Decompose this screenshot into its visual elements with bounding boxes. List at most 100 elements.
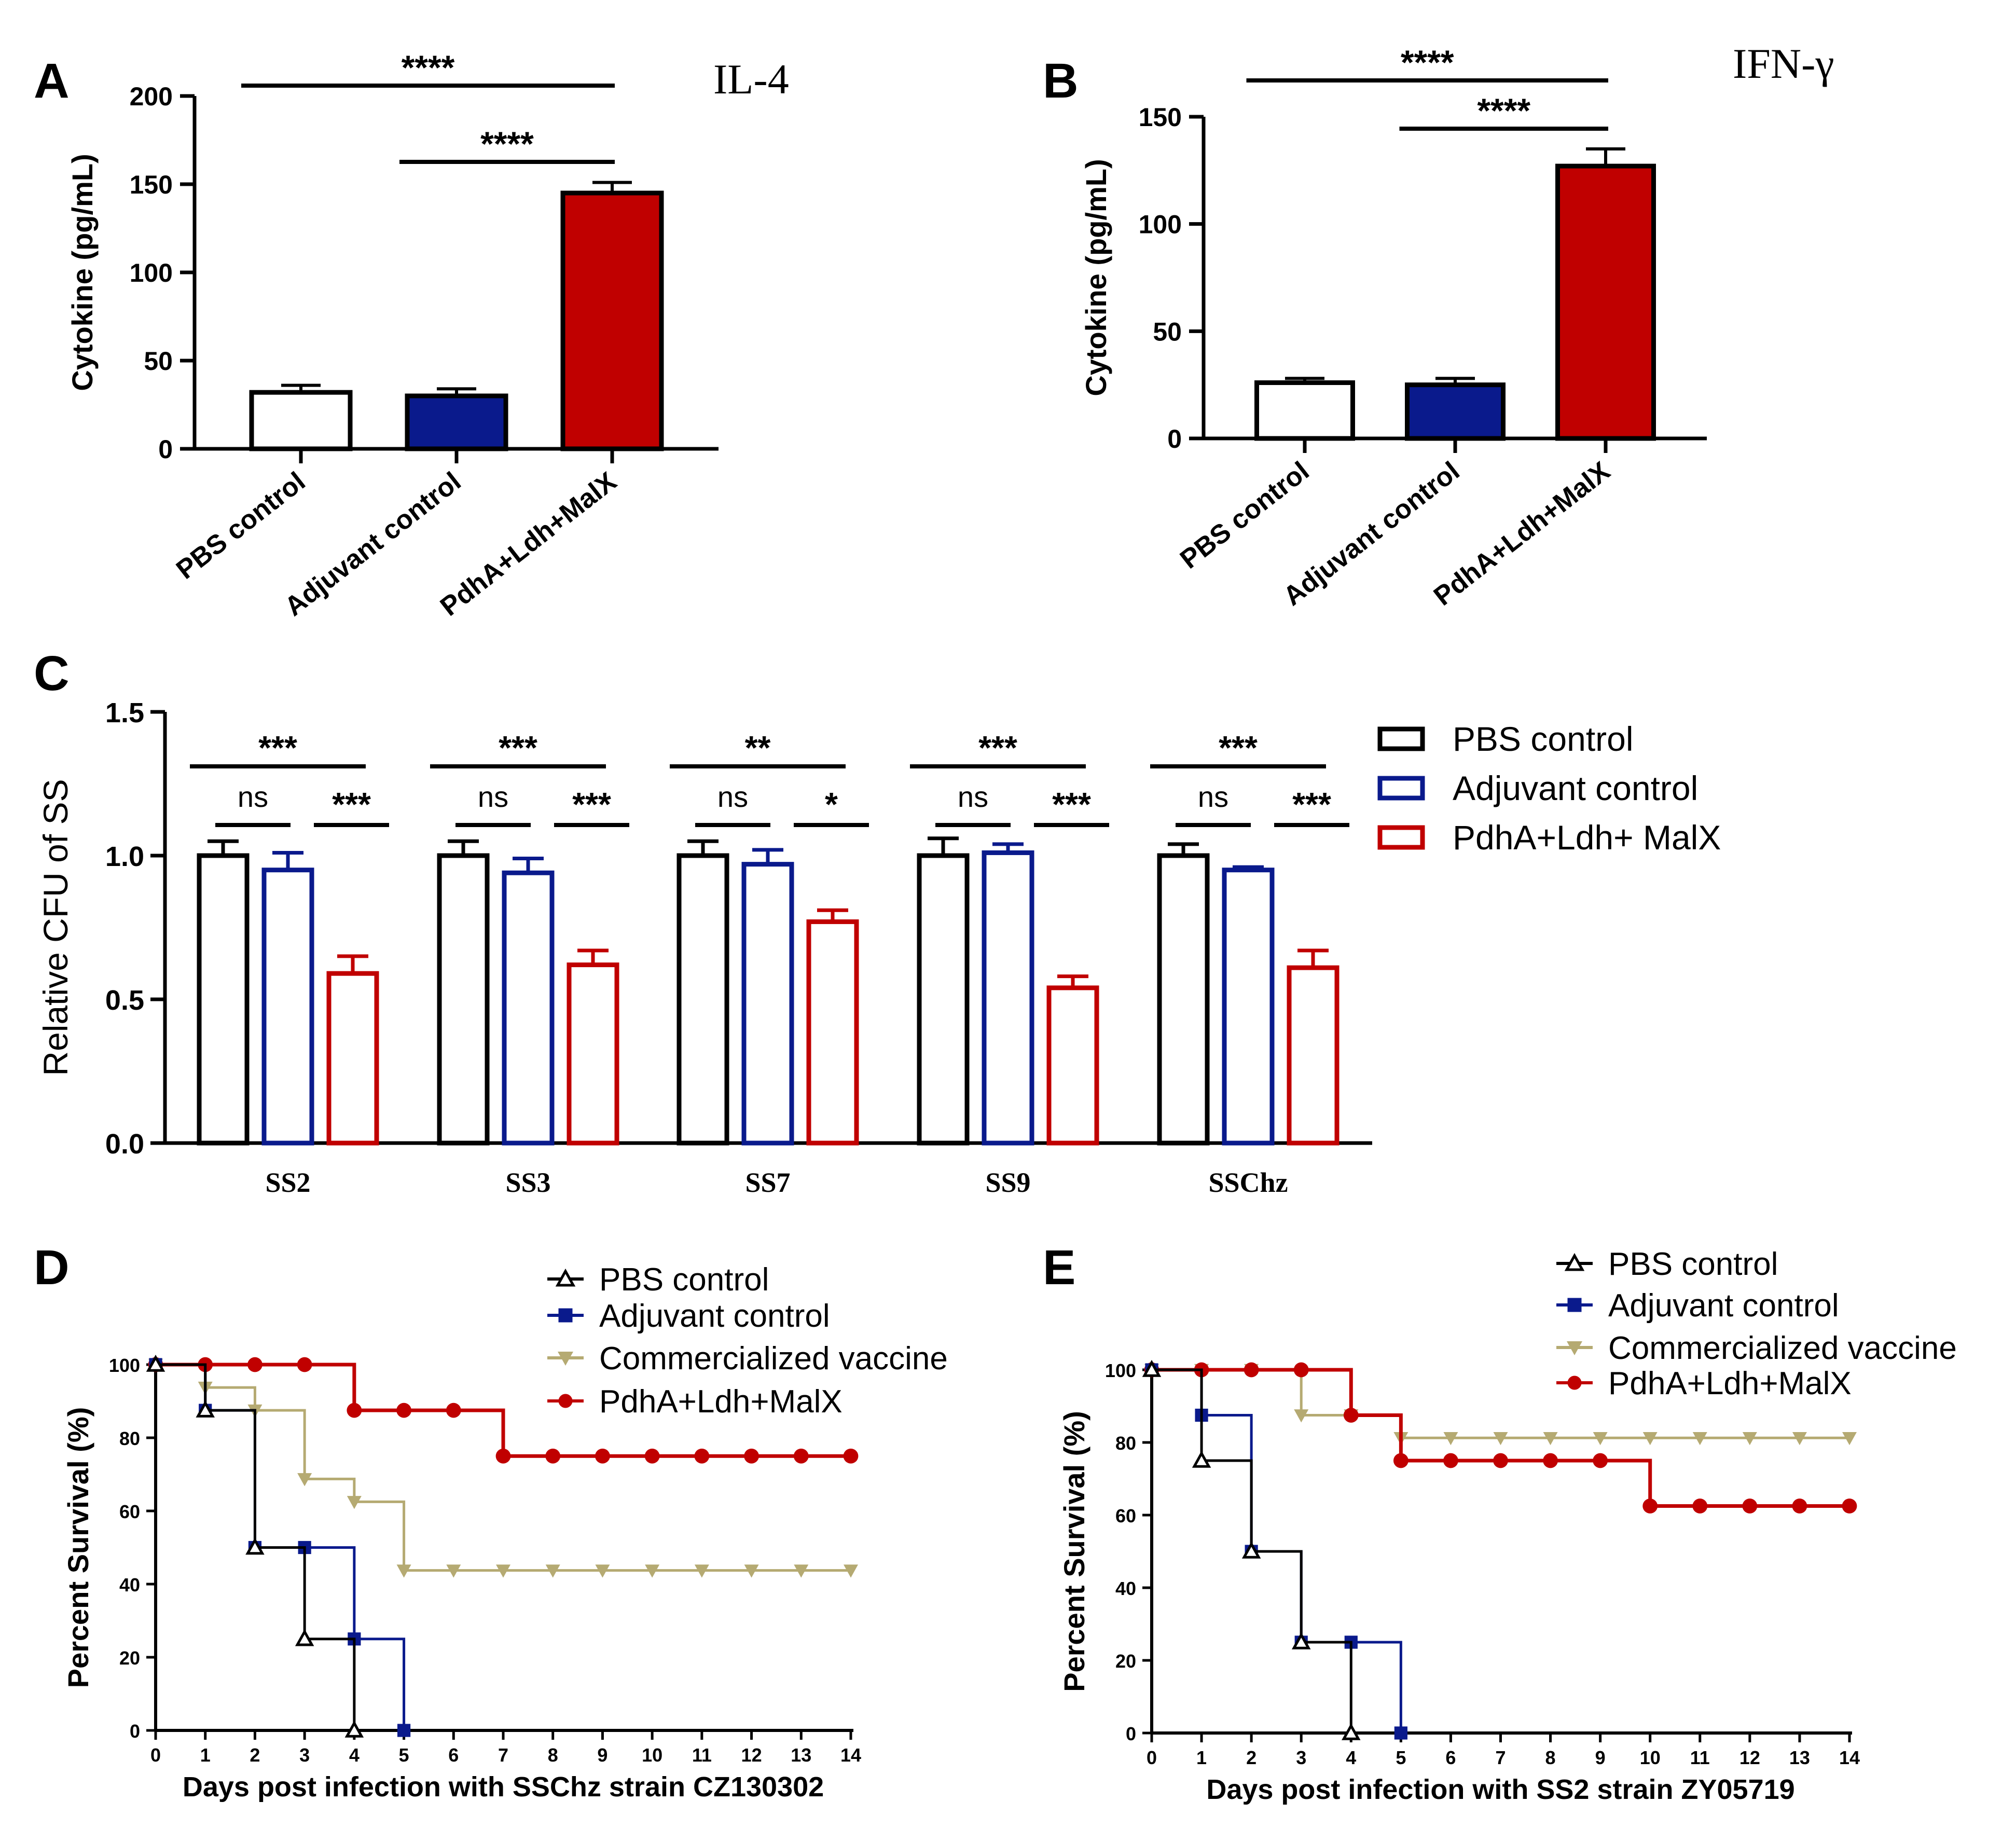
x-tick-label: 11 bbox=[692, 1744, 712, 1766]
x-tick-label: SS7 bbox=[745, 1167, 790, 1198]
marker-point bbox=[793, 1448, 809, 1464]
x-tick-label: 13 bbox=[791, 1744, 811, 1766]
legend-swatch bbox=[1377, 726, 1425, 751]
significance-label: ns bbox=[717, 780, 748, 813]
significance-label: ns bbox=[478, 780, 508, 813]
marker-point bbox=[196, 1400, 215, 1418]
y-tick-label: 100 bbox=[130, 258, 173, 287]
marker-point bbox=[1192, 1450, 1211, 1468]
marker-point bbox=[1564, 1253, 1585, 1271]
x-tick-label: SS2 bbox=[265, 1167, 310, 1198]
bar bbox=[197, 853, 250, 1146]
legend-label: PBS control bbox=[599, 1262, 769, 1298]
marker-point bbox=[446, 1402, 461, 1418]
panel-label-e: E bbox=[1043, 1240, 1075, 1295]
x-tick-label: 9 bbox=[597, 1744, 607, 1766]
significance-label: *** bbox=[499, 729, 537, 766]
bar bbox=[502, 870, 555, 1146]
legend-label: Adjuvant control bbox=[1608, 1288, 1839, 1324]
bar bbox=[261, 868, 314, 1146]
marker-point bbox=[595, 1564, 610, 1578]
marker-point bbox=[645, 1564, 660, 1578]
y-tick-label: 0.0 bbox=[105, 1129, 144, 1160]
y-tick-label: 40 bbox=[1115, 1578, 1136, 1599]
marker-point bbox=[1567, 1341, 1582, 1355]
legend-label: Adjuvant control bbox=[1453, 769, 1698, 807]
bar bbox=[1222, 868, 1275, 1146]
marker-point bbox=[558, 1308, 573, 1323]
y-tick-label: 0 bbox=[158, 435, 173, 464]
marker-point bbox=[1692, 1498, 1708, 1514]
significance-label: ns bbox=[238, 780, 268, 813]
marker-point bbox=[744, 1564, 759, 1578]
marker-point bbox=[496, 1564, 510, 1578]
bar bbox=[1287, 965, 1340, 1146]
bar bbox=[1405, 382, 1506, 441]
x-tick-label: SS9 bbox=[985, 1167, 1030, 1198]
x-tick-label: 8 bbox=[1545, 1747, 1556, 1768]
y-tick-label: 0 bbox=[1167, 424, 1182, 453]
bar bbox=[806, 919, 859, 1146]
y-tick-label: 200 bbox=[130, 82, 173, 111]
bar bbox=[676, 853, 729, 1146]
marker-point bbox=[1342, 1723, 1361, 1740]
survival-series-line bbox=[156, 1363, 851, 1458]
bar bbox=[560, 190, 664, 451]
marker-point bbox=[1142, 1359, 1162, 1377]
significance-label: *** bbox=[332, 786, 371, 823]
panel-b-title: IFN-γ bbox=[1733, 40, 1834, 87]
marker-point bbox=[1493, 1432, 1508, 1446]
marker-point bbox=[344, 1720, 364, 1738]
survival-series-line bbox=[156, 1363, 851, 1572]
panel-label-a: A bbox=[34, 53, 70, 108]
marker-point bbox=[843, 1448, 859, 1464]
y-tick-label: 80 bbox=[119, 1428, 140, 1449]
significance-label: **** bbox=[1401, 43, 1454, 81]
significance-label: *** bbox=[258, 729, 297, 766]
x-tick-label: 2 bbox=[1246, 1747, 1256, 1768]
panel-a-title: IL-4 bbox=[713, 56, 789, 103]
legend: PBS control Adjuvant control Commercialize… bbox=[1556, 1246, 1957, 1401]
marker-point bbox=[397, 1724, 411, 1737]
bar bbox=[917, 853, 970, 1146]
y-tick-label: 1.0 bbox=[105, 841, 144, 872]
marker-point bbox=[694, 1448, 710, 1464]
bar bbox=[405, 393, 508, 451]
significance-label: * bbox=[825, 786, 838, 823]
marker-point bbox=[1291, 1632, 1311, 1649]
x-tick-label: 3 bbox=[299, 1744, 310, 1766]
x-tick-label: 12 bbox=[741, 1744, 762, 1766]
x-tick-label: 5 bbox=[399, 1744, 409, 1766]
y-tick-label: 150 bbox=[130, 170, 173, 199]
x-tick-label: 0 bbox=[1147, 1747, 1157, 1768]
marker-point bbox=[247, 1357, 263, 1372]
marker-point bbox=[1642, 1498, 1658, 1514]
x-tick-label: 3 bbox=[1296, 1747, 1306, 1768]
marker-point bbox=[1792, 1432, 1807, 1446]
bar bbox=[1555, 163, 1656, 441]
marker-point bbox=[744, 1448, 759, 1464]
marker-point bbox=[545, 1448, 561, 1464]
marker-point bbox=[347, 1496, 362, 1509]
y-tick-label: 150 bbox=[1139, 103, 1182, 132]
marker-point bbox=[1393, 1453, 1409, 1468]
bar bbox=[567, 962, 619, 1146]
marker-point bbox=[1593, 1453, 1608, 1468]
marker-point bbox=[1742, 1432, 1757, 1446]
x-tick-label: 12 bbox=[1739, 1747, 1760, 1768]
marker-point bbox=[1343, 1408, 1359, 1423]
y-tick-label: 20 bbox=[1115, 1651, 1136, 1672]
marker-point bbox=[1567, 1376, 1582, 1390]
y-axis-label: Percent Survival (%) bbox=[62, 1407, 94, 1688]
marker-point bbox=[245, 1537, 265, 1555]
marker-point bbox=[295, 1629, 314, 1646]
y-tick-label: 60 bbox=[1115, 1505, 1136, 1527]
y-tick-label: 100 bbox=[109, 1355, 140, 1376]
x-tick-label: 10 bbox=[1640, 1747, 1661, 1768]
bar bbox=[982, 850, 1034, 1146]
marker-point bbox=[558, 1394, 573, 1408]
y-tick-label: 20 bbox=[119, 1647, 140, 1669]
